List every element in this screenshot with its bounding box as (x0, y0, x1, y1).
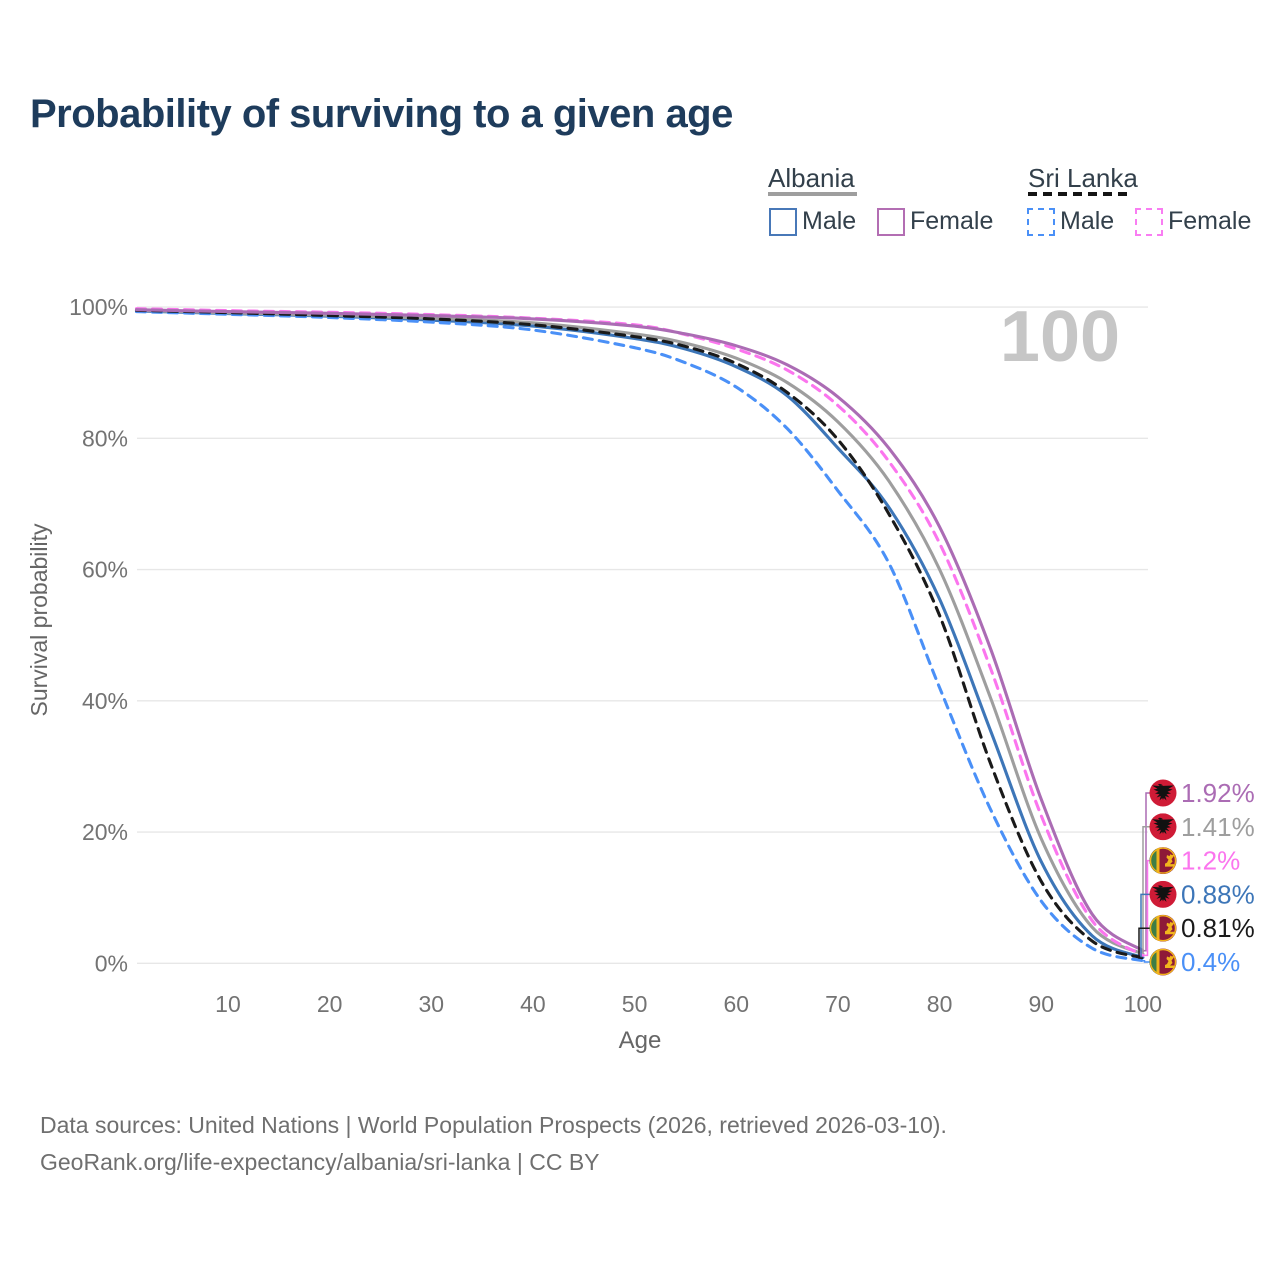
y-tick-label: 40% (82, 688, 128, 714)
legend-sri-lanka-line-swatch (1028, 192, 1131, 196)
end-label-value: 1.41% (1181, 812, 1255, 842)
end-label-albania-male: 0.88% (1140, 879, 1255, 959)
end-label-albania-both: 1.41% (1142, 812, 1255, 954)
curve-sri-lanka-both[interactable] (134, 308, 1145, 960)
label-connector (1143, 859, 1154, 957)
legend-swatch-sri-lanka-male[interactable] (1027, 208, 1055, 236)
curve-albania-male[interactable] (134, 309, 1145, 960)
albania-flag-icon (1149, 880, 1177, 908)
curve-albania-both[interactable] (134, 308, 1145, 956)
x-tick-label: 30 (418, 991, 444, 1017)
x-tick-label: 80 (927, 991, 953, 1017)
end-label-value: 1.2% (1181, 846, 1240, 876)
end-label-sri-lanka-male: 0.4% (1143, 947, 1240, 977)
legend-label-sri-lanka-male[interactable]: Male (1060, 207, 1115, 235)
legend-albania-line-swatch (768, 192, 857, 196)
curve-albania-female[interactable] (134, 308, 1145, 953)
page-title: Probability of surviving to a given age (30, 92, 733, 136)
sri-lanka-flag-icon (1149, 948, 1177, 976)
y-axis-title: Survival probability (26, 523, 52, 717)
x-tick-label: 90 (1028, 991, 1054, 1017)
x-tick-label: 50 (622, 991, 648, 1017)
footer-attribution: GeoRank.org/life-expectancy/albania/sri-… (40, 1149, 600, 1175)
legend-group-sri-lanka-title[interactable]: Sri Lanka (1028, 163, 1138, 193)
curve-sri-lanka-male[interactable] (134, 310, 1145, 963)
x-tick-label: 10 (215, 991, 241, 1017)
y-tick-label: 0% (95, 950, 128, 976)
y-tick-label: 60% (82, 557, 128, 583)
legend-swatch-sri-lanka-female[interactable] (1135, 208, 1163, 236)
end-label-value: 0.88% (1181, 879, 1255, 909)
legend-label-sri-lanka-female[interactable]: Female (1168, 207, 1252, 235)
end-label-albania-female: 1.92% (1143, 778, 1255, 952)
curve-sri-lanka-female[interactable] (134, 307, 1145, 957)
watermark-age-100: 100 (1000, 297, 1120, 377)
y-tick-label: 100% (69, 294, 128, 320)
end-label-sri-lanka-both: 0.81% (1138, 913, 1255, 959)
label-connector (1143, 959, 1154, 963)
legend-group-albania-title[interactable]: Albania (768, 163, 855, 193)
sri-lanka-flag-icon (1149, 847, 1177, 875)
legend-label-albania-male[interactable]: Male (802, 207, 857, 235)
x-tick-label: 20 (317, 991, 343, 1017)
footer: Data sources: United Nations | World Pop… (40, 1107, 947, 1181)
albania-flag-icon (1149, 813, 1177, 841)
sri-lanka-flag-icon (1149, 914, 1177, 942)
end-label-value: 0.81% (1181, 913, 1255, 943)
x-tick-label: 60 (723, 991, 749, 1017)
y-tick-label: 80% (82, 425, 128, 451)
end-label-sri-lanka-female: 1.2% (1143, 846, 1240, 957)
y-tick-label: 20% (82, 819, 128, 845)
legend-swatch-albania-male[interactable] (769, 208, 797, 236)
x-tick-label: 70 (825, 991, 851, 1017)
legend-label-albania-female[interactable]: Female (910, 207, 994, 235)
albania-flag-icon (1149, 779, 1177, 807)
end-label-value: 1.92% (1181, 778, 1255, 808)
legend-swatch-albania-female[interactable] (877, 208, 905, 236)
footer-data-sources: Data sources: United Nations | World Pop… (40, 1112, 947, 1138)
end-label-value: 0.4% (1181, 947, 1240, 977)
x-axis-title: Age (619, 1027, 662, 1054)
x-tick-label: 40 (520, 991, 546, 1017)
label-connector (1138, 927, 1154, 959)
x-tick-label: 100 (1124, 991, 1162, 1017)
